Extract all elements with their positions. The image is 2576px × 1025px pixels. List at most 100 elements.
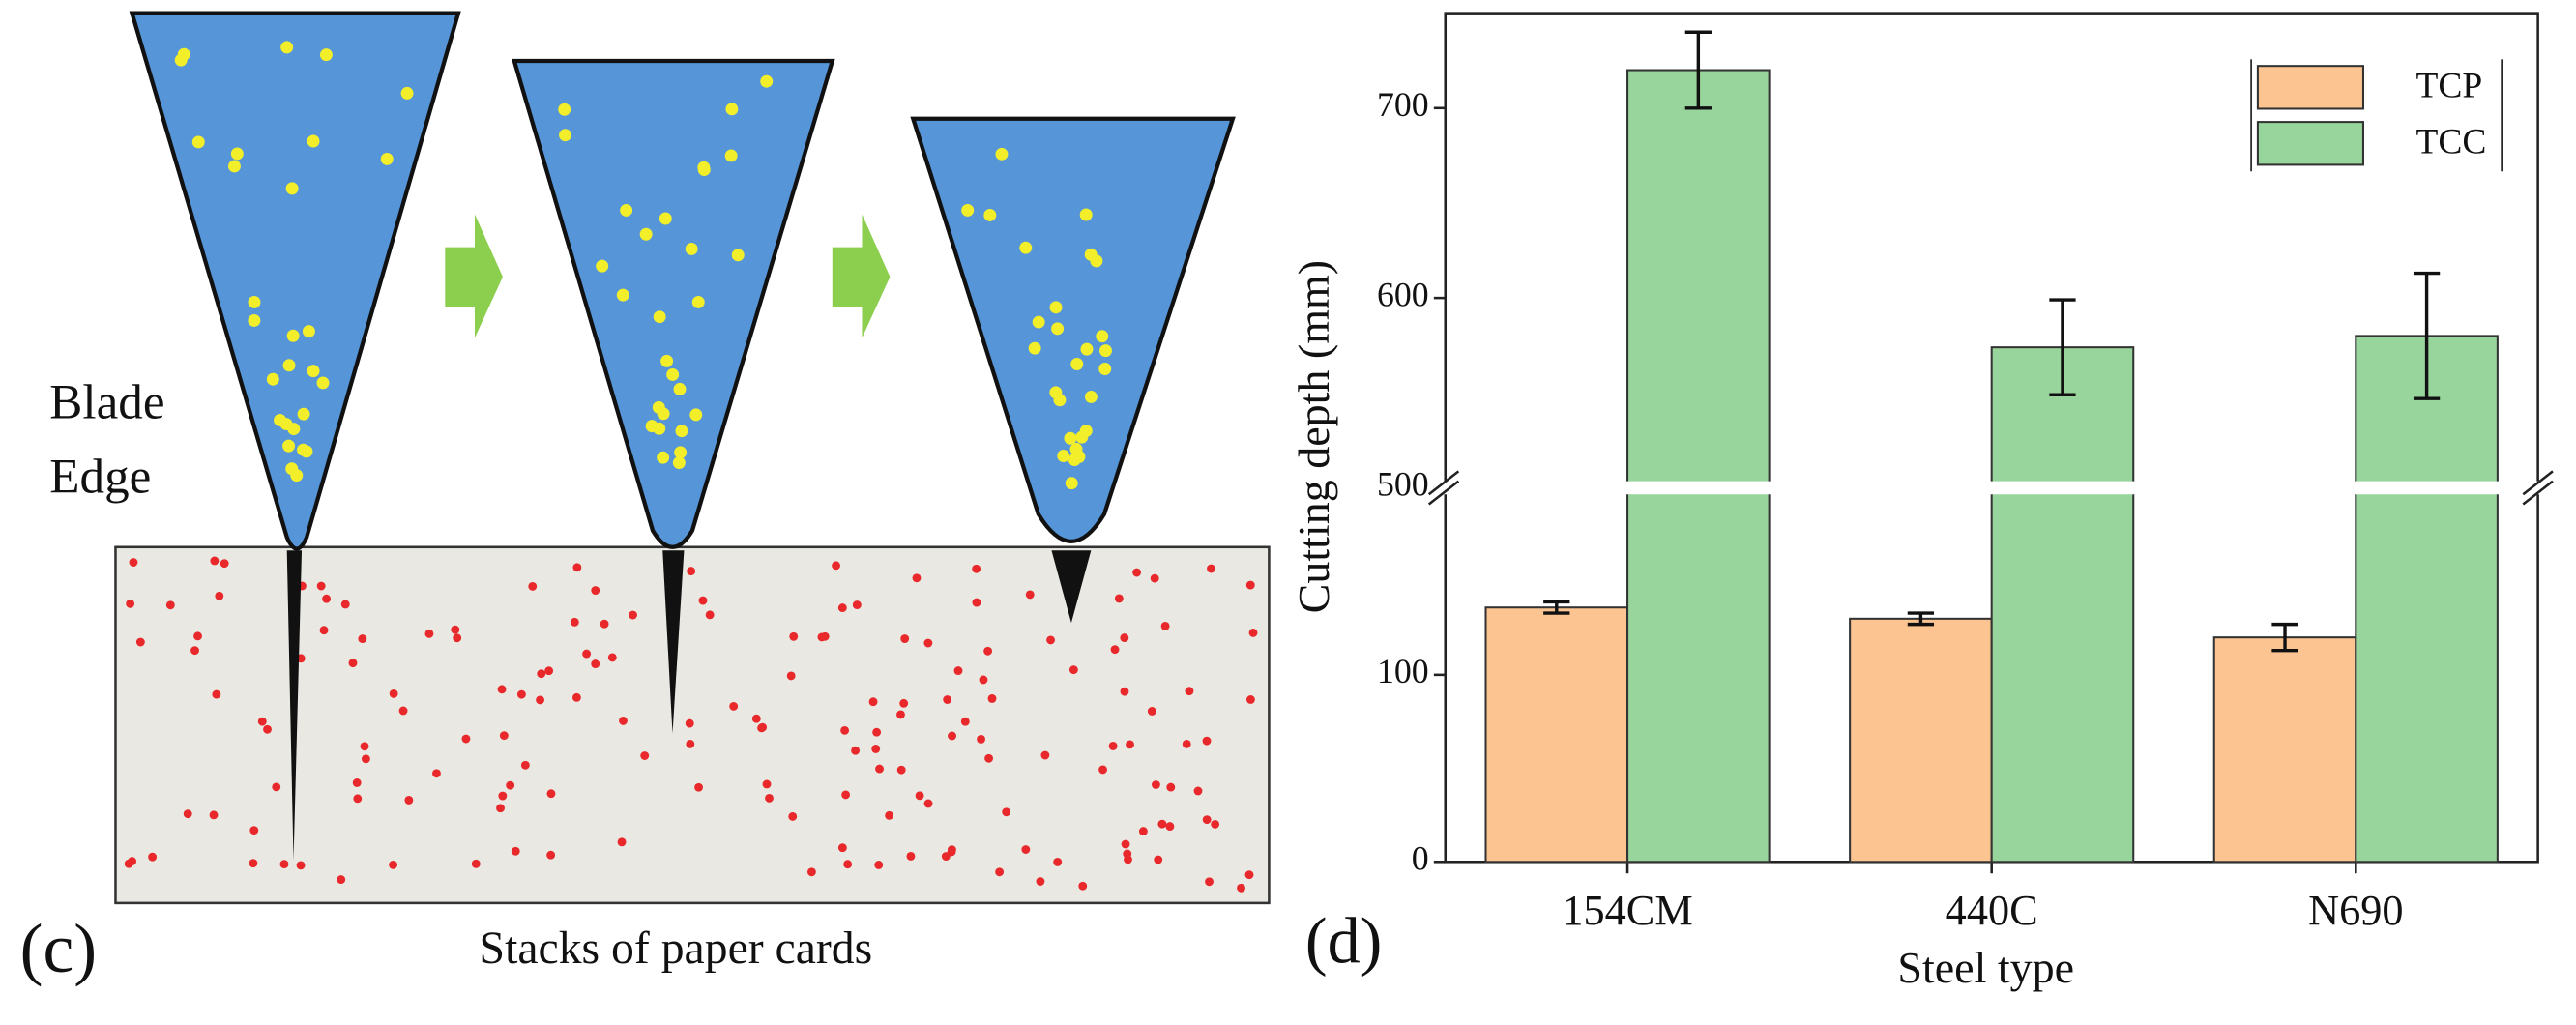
dot [1160, 622, 1170, 630]
dot [353, 794, 363, 804]
dot [673, 382, 687, 395]
dot [1248, 628, 1258, 637]
dot [316, 376, 330, 390]
dot [1098, 765, 1107, 775]
dot [337, 875, 346, 885]
dot [498, 791, 508, 801]
dot [432, 769, 441, 778]
break-mark [1427, 480, 1460, 506]
dot [461, 734, 471, 744]
dot [1185, 687, 1194, 696]
dot [1068, 665, 1078, 675]
dot [639, 227, 653, 241]
plot: 0 100 500 600 700 154CM 440C N690 [1377, 30, 2499, 934]
dot [1021, 845, 1031, 854]
bar [2212, 636, 2357, 864]
dot [257, 717, 267, 726]
dot [249, 826, 259, 835]
dot [1138, 827, 1148, 836]
dot [640, 751, 650, 760]
dot [1152, 780, 1160, 789]
dot [1025, 590, 1035, 600]
dot [1051, 322, 1065, 336]
error-bar [2271, 622, 2298, 653]
dot [906, 852, 916, 861]
dot [282, 439, 296, 453]
panel-label: (c) [20, 911, 97, 987]
blade [910, 116, 1236, 543]
dot [995, 867, 1005, 877]
dot [1165, 822, 1175, 832]
bar [1849, 617, 1993, 864]
dot [1193, 786, 1203, 796]
bar [2355, 335, 2499, 864]
dot [230, 147, 244, 161]
dot [1121, 839, 1130, 849]
dot [544, 666, 554, 676]
dot [874, 861, 884, 869]
dot [762, 779, 772, 789]
dot [685, 718, 694, 728]
dot [285, 182, 299, 195]
dot [1132, 568, 1142, 577]
dot [1053, 858, 1063, 866]
dot [1147, 707, 1156, 716]
dot [1079, 425, 1093, 438]
dot [1202, 736, 1212, 746]
dot [190, 646, 199, 656]
legend-label: TCP [2416, 67, 2483, 106]
dot [360, 742, 369, 751]
dot [1032, 315, 1045, 329]
dot [497, 685, 507, 694]
dot [666, 367, 680, 381]
x-tick-label: N690 [2308, 887, 2403, 934]
legend-swatch [2256, 65, 2364, 110]
dot [191, 135, 205, 149]
dot [979, 675, 988, 685]
dot [451, 625, 460, 634]
dot [1090, 254, 1103, 268]
dot [758, 722, 768, 732]
dot [786, 671, 796, 681]
dot [1244, 870, 1254, 880]
dot [1207, 564, 1215, 573]
dot [1028, 341, 1041, 355]
dot [657, 451, 670, 464]
arrow [832, 214, 891, 338]
dot [209, 810, 219, 820]
y-tick-label: 500 [1377, 465, 1429, 504]
dot [1084, 390, 1098, 403]
dot [129, 558, 138, 567]
error-bar [1684, 30, 1712, 110]
dot [1080, 342, 1094, 356]
dot [340, 600, 350, 609]
dot [1065, 477, 1078, 490]
dot [348, 659, 358, 668]
dot [1166, 782, 1176, 792]
dot [1202, 815, 1212, 825]
break-mark [1427, 470, 1460, 496]
dot [596, 259, 609, 273]
dot [620, 203, 633, 217]
dot [1098, 363, 1112, 375]
dot [424, 629, 434, 638]
dot [471, 859, 481, 868]
dot [1245, 580, 1255, 590]
dot [302, 325, 315, 338]
panel-d: 0 100 500 600 700 154CM 440C N690 Cutting depth… [1289, 12, 2554, 992]
crack [1051, 550, 1092, 624]
dot [977, 735, 985, 744]
dot [972, 598, 981, 607]
dot [837, 603, 847, 613]
dot [307, 365, 320, 378]
dot [760, 74, 774, 88]
dot [607, 653, 617, 662]
dot [1124, 855, 1132, 864]
dot [995, 147, 1009, 161]
dot [570, 617, 579, 627]
crack [286, 550, 303, 861]
dot [506, 780, 515, 790]
y-axis-label: Cutting depth (mm) [1289, 260, 1338, 613]
y-tick-label: 600 [1377, 275, 1429, 313]
